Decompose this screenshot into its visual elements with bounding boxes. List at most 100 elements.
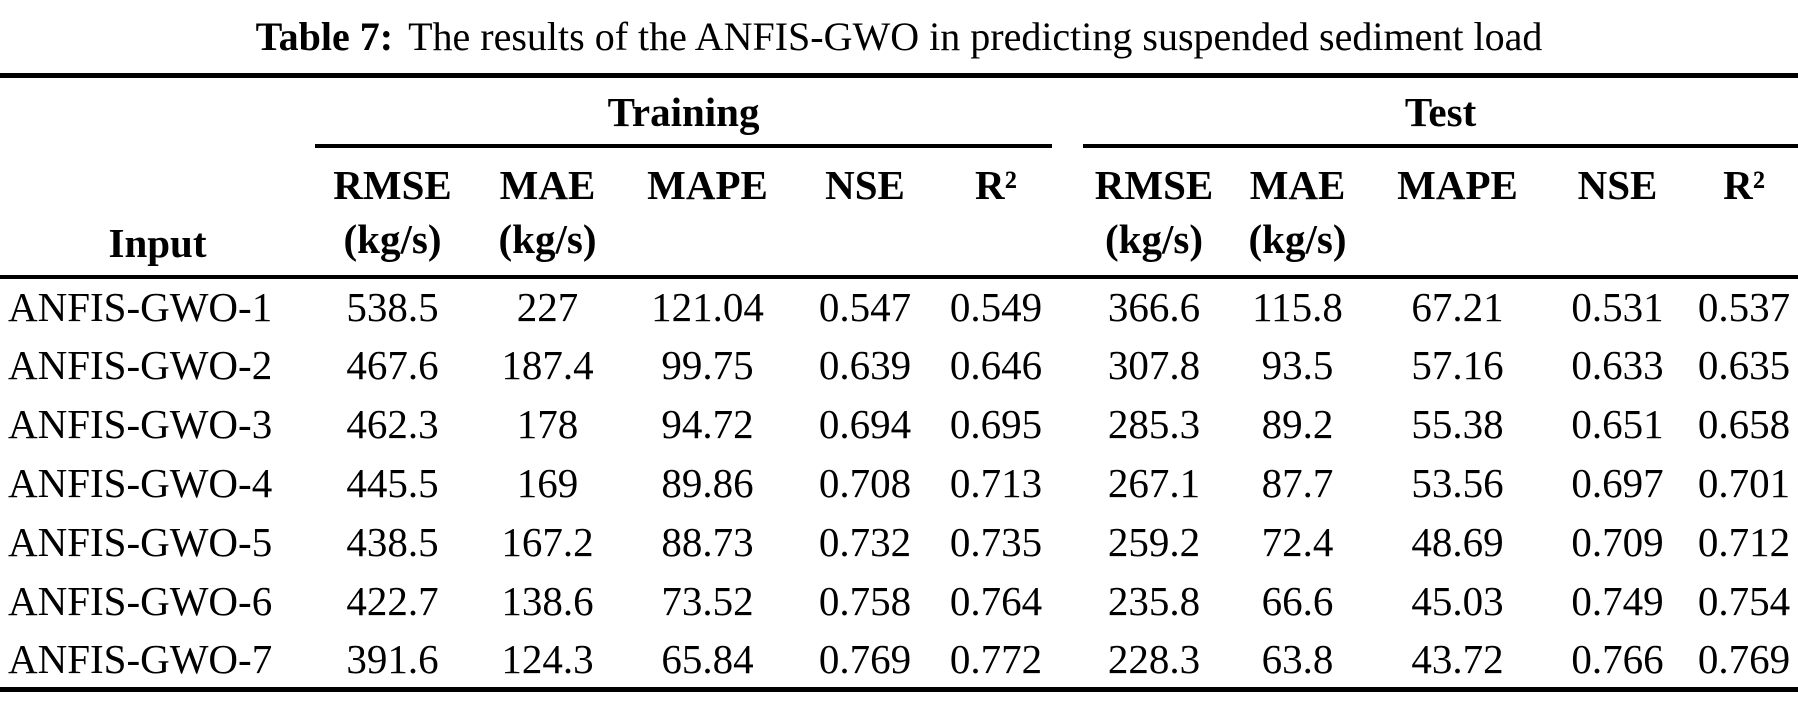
value-cell: 462.3 [346, 401, 439, 447]
metric-unit: (kg/s) [343, 215, 442, 262]
metric-name: MAPE [1397, 161, 1518, 208]
value-cell: 63.8 [1261, 635, 1334, 682]
spacer-cell [1052, 513, 1083, 572]
value-cell: 467.6 [346, 342, 439, 388]
row-label-cell: ANFIS-GWO-5 [8, 519, 273, 565]
metric-name: MAE [499, 161, 596, 208]
value-cell: 366.6 [1083, 274, 1226, 336]
value-cell: 267.1 [1107, 460, 1201, 506]
value-cell: 121.04 [625, 274, 790, 336]
value-cell: 0.651 [1571, 401, 1664, 447]
value-cell: 228.3 [1107, 635, 1201, 682]
value-cell: 0.769 [818, 635, 912, 682]
metric-name: NSE [825, 161, 905, 208]
metric-unit [790, 214, 940, 264]
metric-name: RMSE [1094, 161, 1214, 208]
spacer-cell [1052, 454, 1083, 513]
spacer-cell [1052, 395, 1083, 454]
value-cell: 0.549 [940, 274, 1053, 336]
value-cell: 99.75 [661, 342, 754, 388]
col-header-training-nse: NSE [790, 146, 940, 277]
table-row: ANFIS-GWO-1 538.5 227 121.04 0.547 0.549… [0, 274, 1798, 336]
spacer-cell [1052, 631, 1083, 690]
row-label-cell: ANFIS-GWO-3 [8, 401, 273, 447]
table-body: ANFIS-GWO-1 538.5 227 121.04 0.547 0.549… [0, 274, 1798, 690]
metric-unit: (kg/s) [1248, 215, 1347, 262]
row-label-cell: ANFIS-GWO-4 [8, 460, 273, 506]
value-cell: 57.16 [1411, 342, 1504, 388]
value-cell: 167.2 [501, 519, 594, 565]
group-spacer [1052, 76, 1083, 146]
metric-unit [1370, 214, 1545, 264]
metric-unit [940, 214, 1052, 264]
table-header: Input Training Test RMSE (kg/s) MAE (kg/… [0, 75, 1798, 277]
metric-name: MAE [1249, 161, 1346, 208]
row-label-cell: ANFIS-GWO-1 [0, 274, 315, 336]
value-cell: 0.531 [1545, 274, 1691, 336]
value-cell: 0.537 [1690, 274, 1798, 336]
col-group-test: Test [1083, 75, 1798, 148]
value-cell: 138.6 [501, 578, 594, 624]
value-cell: 422.7 [346, 578, 439, 624]
spacer-cell [1052, 336, 1083, 395]
value-cell: 0.695 [949, 401, 1043, 447]
metric-unit: (kg/s) [1105, 215, 1203, 262]
value-cell: 72.4 [1261, 519, 1334, 565]
row-label-cell: ANFIS-GWO-6 [8, 578, 273, 624]
value-cell: 0.658 [1697, 401, 1791, 447]
value-cell: 0.694 [818, 401, 912, 447]
col-header-test-mape: MAPE [1370, 146, 1545, 277]
value-cell: 438.5 [346, 519, 439, 565]
value-cell: 67.21 [1370, 274, 1546, 336]
value-cell: 0.646 [949, 342, 1043, 388]
table-row: ANFIS-GWO-4 445.5 169 89.86 0.708 0.713 … [0, 454, 1798, 513]
value-cell: 48.69 [1411, 519, 1504, 565]
value-cell: 235.8 [1107, 578, 1201, 624]
value-cell: 0.701 [1697, 460, 1791, 506]
col-header-training-r2: R² [940, 146, 1052, 277]
spacer-cell [1052, 572, 1083, 631]
col-header-test-nse: NSE [1545, 146, 1690, 277]
value-cell: 45.03 [1411, 578, 1504, 624]
value-cell: 0.697 [1571, 460, 1664, 506]
metric-unit [1545, 214, 1690, 264]
value-cell: 87.7 [1261, 460, 1334, 506]
group-header-row: Input Training Test [0, 75, 1798, 266]
col-group-training: Training [315, 75, 1053, 148]
table-row: ANFIS-GWO-2 467.6 187.4 99.75 0.639 0.64… [0, 336, 1798, 395]
table-row: ANFIS-GWO-5 438.5 167.2 88.73 0.732 0.73… [0, 513, 1798, 572]
table-caption-text: The results of the ANFIS-GWO in predicti… [408, 14, 1543, 59]
value-cell: 445.5 [346, 460, 439, 506]
metric-unit: (kg/s) [498, 215, 597, 262]
value-cell: 169 [516, 460, 579, 506]
table-row: ANFIS-GWO-3 462.3 178 94.72 0.694 0.695 … [0, 395, 1798, 454]
metric-unit [1690, 214, 1798, 264]
value-cell: 94.72 [661, 401, 754, 447]
value-cell: 538.5 [315, 274, 470, 336]
value-cell: 66.6 [1261, 578, 1334, 624]
table-caption-label: Table 7: [255, 14, 394, 59]
metric-name: MAPE [647, 161, 768, 208]
value-cell: 0.749 [1571, 578, 1664, 624]
value-cell: 0.547 [790, 274, 940, 336]
metric-name: RMSE [333, 161, 452, 208]
value-cell: 0.709 [1571, 519, 1664, 565]
value-cell: 0.758 [818, 578, 912, 624]
value-cell: 93.5 [1261, 342, 1334, 388]
col-header-test-rmse: RMSE (kg/s) [1083, 146, 1225, 277]
row-label-cell: ANFIS-GWO-7 [8, 635, 273, 682]
value-cell: 0.639 [818, 342, 912, 388]
col-header-input: Input [108, 219, 207, 266]
table-row: ANFIS-GWO-7 391.6 124.3 65.84 0.769 0.77… [0, 631, 1798, 690]
value-cell: 0.635 [1697, 342, 1791, 388]
metric-name: R² [1723, 161, 1765, 208]
metric-name: NSE [1577, 161, 1658, 208]
value-cell: 88.73 [661, 519, 754, 565]
value-cell: 187.4 [501, 342, 594, 388]
value-cell: 0.772 [949, 635, 1043, 682]
value-cell: 259.2 [1107, 519, 1201, 565]
value-cell: 0.764 [949, 578, 1043, 624]
value-cell: 0.769 [1697, 635, 1791, 682]
value-cell: 0.766 [1571, 635, 1664, 682]
